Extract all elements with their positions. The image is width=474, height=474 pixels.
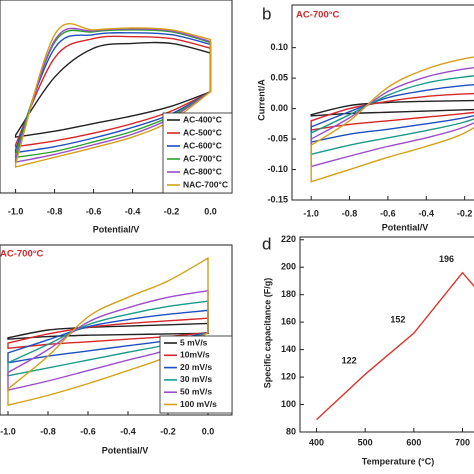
x-tick-label: -0.8: [40, 426, 56, 436]
plot-frame: [0, 0, 233, 194]
y-tick-label: 100: [281, 399, 296, 409]
cv-curve: [7, 256, 209, 407]
x-tick-label: -0.4: [419, 208, 435, 218]
x-tick-label: -0.4: [125, 206, 141, 216]
plot-area: [14, 22, 212, 168]
x-tick-label: -0.8: [47, 206, 63, 216]
cv-curve: [310, 75, 474, 156]
y-tick-label: 200: [281, 262, 296, 272]
y-axis-label: Specific capacitance (F/g): [262, 278, 272, 389]
y-tick-label: 80: [286, 426, 296, 436]
panel-label: b: [262, 4, 271, 23]
x-axis-label: Potential/V: [102, 445, 149, 455]
x-tick-label: -0.2: [160, 426, 176, 436]
x-tick-label: -1.0: [0, 426, 16, 436]
panel: -1.0 -0.8 -0.6 -0.4 -0.2 0.10 0.05 0.00 -0.05 -0.…: [256, 4, 474, 232]
cv-curve: [310, 92, 474, 131]
cv-curve: [310, 66, 474, 168]
legend-label: AC-600°C: [183, 140, 222, 150]
x-tick-label: 600: [406, 437, 421, 447]
x-tick-label: 0.0: [204, 206, 217, 216]
x-tick-label: 400: [309, 437, 324, 447]
x-tick-label: -0.8: [342, 208, 358, 218]
x-axis-label: Temperature (°C): [362, 456, 434, 466]
y-tick-label: 0.05: [270, 73, 288, 83]
x-tick-label: 500: [358, 437, 373, 447]
y-tick-label: 180: [281, 289, 296, 299]
legend-label: AC-700°C: [183, 153, 222, 163]
x-tick-label: -0.6: [86, 206, 102, 216]
x-tick-label: -1.0: [303, 208, 319, 218]
y-tick-label: 140: [281, 344, 296, 354]
x-tick-label: -0.6: [380, 208, 396, 218]
y-tick-label: 220: [281, 234, 296, 244]
y-tick-label: -0.10: [267, 164, 288, 174]
data-label: 89: [290, 414, 300, 424]
plot-frame: [299, 236, 474, 433]
panel-title: AC-700°C: [0, 249, 44, 260]
line-series: [316, 271, 474, 421]
plot-frame: [0, 244, 233, 416]
legend-label: 10mV/s: [180, 350, 210, 360]
panel-title: AC-700°C: [296, 10, 340, 21]
x-tick-label: -0.2: [164, 206, 180, 216]
panel: 400 500 600 700 80 100 120 140 160 180 200 220 Tempe…: [262, 234, 474, 466]
y-tick-label: -0.05: [267, 133, 288, 143]
plot-frame: [291, 4, 474, 201]
cv-curve: [310, 83, 474, 143]
cv-curve: [310, 56, 474, 183]
y-tick-label: -0.15: [267, 194, 288, 204]
cv-curve: [310, 99, 474, 117]
legend-label: AC-400°C: [183, 114, 222, 124]
legend-label: 50 mV/s: [180, 386, 212, 396]
x-tick-label: -0.2: [457, 208, 473, 218]
data-label: 196: [439, 254, 454, 264]
x-axis-label: Potential/V: [93, 224, 140, 234]
legend-label: 20 mV/s: [180, 362, 212, 372]
legend-box: [159, 335, 233, 414]
x-tick-label: 0.0: [202, 426, 215, 436]
y-tick-label: 0.00: [270, 103, 288, 113]
x-tick-label: -1.0: [8, 206, 24, 216]
legend-label: NAC-700°C: [183, 179, 228, 189]
y-tick-label: 0.10: [270, 42, 288, 52]
panel: -1.0 -0.8 -0.6 -0.4 -0.2 0.0 Potential/V AC-700…: [0, 244, 233, 455]
legend-box: [162, 112, 233, 194]
panel: -1.0 -0.8 -0.6 -0.4 -0.2 0.0 Potential/V AC-400…: [0, 0, 233, 234]
legend-label: AC-800°C: [183, 166, 222, 176]
y-axis-label: Current/A: [256, 79, 266, 121]
panel-label: d: [262, 234, 271, 253]
plot-area: 89122152196155: [290, 254, 474, 424]
y-tick-label: 120: [281, 371, 296, 381]
legend-label: AC-500°C: [183, 127, 222, 137]
plot-area: [310, 56, 474, 183]
x-tick-label: -0.4: [120, 426, 136, 436]
x-tick-label: -0.6: [80, 426, 96, 436]
x-axis-label: Potential/V: [382, 222, 429, 232]
x-tick-label: 700: [455, 437, 470, 447]
cv-curve: [14, 22, 212, 168]
data-label: 152: [390, 315, 405, 325]
data-label: 122: [342, 356, 357, 366]
y-tick-label: 160: [281, 317, 296, 327]
legend-label: 5 mV/s: [180, 337, 208, 347]
plot-area: [7, 256, 209, 407]
legend-label: 30 mV/s: [180, 374, 212, 384]
legend-label: 100 mV/s: [180, 399, 217, 409]
